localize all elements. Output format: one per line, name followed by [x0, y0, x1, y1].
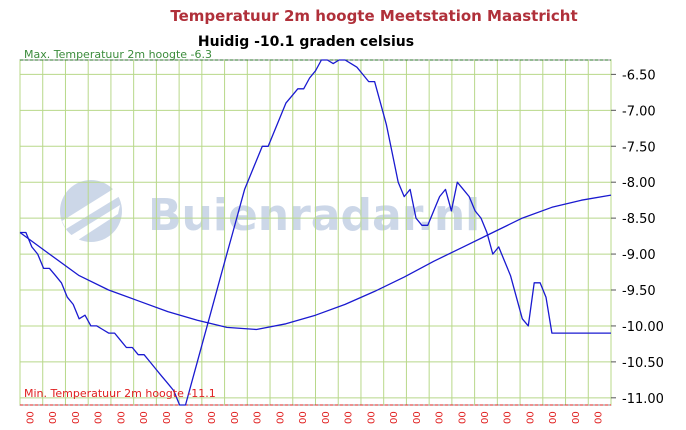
y-tick-label: -8.50: [622, 212, 656, 227]
y-tick-label: -8.00: [622, 176, 656, 191]
watermark-text: Buienradar.nl: [148, 190, 480, 241]
x-tick-label: 00: [457, 411, 468, 424]
x-tick-label: 00: [162, 411, 173, 424]
x-tick-label: 00: [298, 411, 309, 424]
y-tick-label: -7.00: [622, 104, 656, 119]
x-tick-label: 00: [480, 411, 491, 424]
x-tick-label: 00: [435, 411, 446, 424]
y-tick-label: -9.00: [622, 248, 656, 263]
reference-lines: [20, 59, 611, 406]
y-tick-label: -10.00: [622, 320, 664, 335]
x-tick-label: 00: [389, 411, 400, 424]
x-tick-label: 00: [71, 411, 82, 424]
max-temperature-label: Max. Temperatuur 2m hoogte -6.3: [24, 48, 212, 61]
x-tick-label: 00: [525, 411, 536, 424]
y-tick-label: -11.00: [622, 392, 664, 407]
x-tick-label: 00: [25, 411, 36, 424]
chart-title: Temperatuur 2m hoogte Meetstation Maastr…: [170, 7, 577, 25]
y-tick-label: -6.50: [622, 68, 656, 83]
x-tick-label: 00: [94, 411, 105, 424]
x-tick-label: 00: [548, 411, 559, 424]
x-tick-label: 00: [139, 411, 150, 424]
x-tick-label: 00: [594, 411, 605, 424]
x-tick-label: 00: [184, 411, 195, 424]
x-tick-label: 00: [230, 411, 241, 424]
x-tick-label: 00: [503, 411, 514, 424]
series-line-2: [19, 194, 612, 331]
x-tick-label: 00: [48, 411, 59, 424]
x-axis: 00 00 00 00 00 00 00 00 00 00 00 00 00 00 00 00 00 00 00 00…: [25, 411, 604, 424]
x-tick-label: 00: [571, 411, 582, 424]
series-line-1: [20, 59, 611, 406]
gridlines: [19, 60, 612, 405]
min-temperature-label: Min. Temperatuur 2m hoogte -11.1: [24, 387, 216, 400]
watermark: Buienradar.nl: [60, 180, 480, 242]
x-tick-label: 00: [207, 411, 218, 424]
y-tick-label: -7.50: [622, 140, 656, 155]
x-tick-label: 00: [412, 411, 423, 424]
x-tick-label: 00: [253, 411, 264, 424]
chart-subtitle: Huidig -10.1 graden celsius: [198, 34, 414, 50]
x-tick-label: 00: [366, 411, 377, 424]
x-tick-label: 00: [275, 411, 286, 424]
y-axis: -6.50 -7.00 -7.50 -8.00 -8.50 -9.00 -9.50 -10.0…: [611, 68, 664, 407]
y-tick-label: -9.50: [622, 284, 656, 299]
x-tick-label: 00: [116, 411, 127, 424]
x-tick-label: 00: [321, 411, 332, 424]
series-group: [19, 59, 612, 406]
y-tick-label: -10.50: [622, 356, 664, 371]
x-tick-label: 00: [344, 411, 355, 424]
